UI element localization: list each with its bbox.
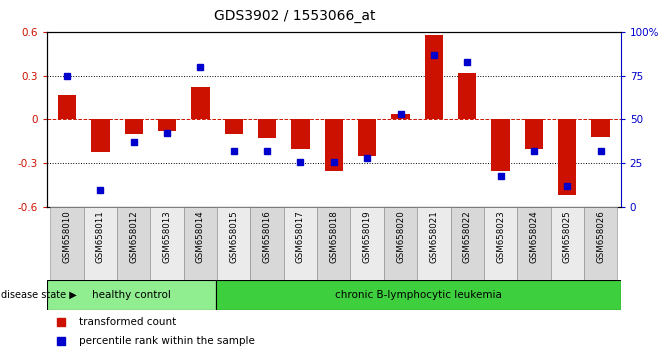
Text: GSM658013: GSM658013 — [162, 211, 172, 263]
Bar — [225, 120, 243, 134]
Text: GSM658023: GSM658023 — [496, 211, 505, 263]
Text: GSM658019: GSM658019 — [363, 211, 372, 263]
Bar — [525, 120, 543, 149]
Bar — [517, 207, 551, 280]
Text: GSM658024: GSM658024 — [529, 211, 538, 263]
Bar — [125, 120, 143, 134]
Bar — [384, 207, 417, 280]
Bar — [250, 207, 284, 280]
Bar — [215, 280, 621, 310]
Text: GSM658017: GSM658017 — [296, 211, 305, 263]
Bar — [484, 207, 517, 280]
Text: GSM658025: GSM658025 — [563, 211, 572, 263]
Bar — [491, 120, 510, 171]
Bar — [84, 207, 117, 280]
Text: GSM658014: GSM658014 — [196, 211, 205, 263]
Text: GSM658021: GSM658021 — [429, 211, 438, 263]
Bar — [217, 207, 250, 280]
Text: GSM658018: GSM658018 — [329, 211, 338, 263]
Text: GSM658010: GSM658010 — [62, 211, 72, 263]
Bar — [58, 95, 76, 120]
Bar — [592, 120, 610, 137]
Bar — [47, 280, 215, 310]
Text: chronic B-lymphocytic leukemia: chronic B-lymphocytic leukemia — [335, 290, 502, 300]
Text: disease state ▶: disease state ▶ — [1, 290, 77, 299]
Bar — [284, 207, 317, 280]
Text: percentile rank within the sample: percentile rank within the sample — [79, 336, 254, 346]
Bar — [358, 120, 376, 156]
Bar — [350, 207, 384, 280]
Text: GSM658020: GSM658020 — [396, 211, 405, 263]
Bar — [184, 207, 217, 280]
Bar — [191, 87, 209, 120]
Bar — [91, 120, 109, 152]
Bar — [551, 207, 584, 280]
Bar — [450, 207, 484, 280]
Bar — [158, 120, 176, 131]
Text: GSM658012: GSM658012 — [130, 211, 138, 263]
Bar — [291, 120, 309, 149]
Bar — [417, 207, 450, 280]
Text: GSM658015: GSM658015 — [229, 211, 238, 263]
Bar — [317, 207, 350, 280]
Text: healthy control: healthy control — [92, 290, 171, 300]
Bar — [425, 35, 443, 120]
Bar — [50, 207, 84, 280]
Bar — [458, 73, 476, 120]
Bar — [150, 207, 184, 280]
Text: GSM658022: GSM658022 — [463, 211, 472, 263]
Text: transformed count: transformed count — [79, 318, 176, 327]
Text: GSM658026: GSM658026 — [596, 211, 605, 263]
Bar — [391, 114, 410, 120]
Text: GSM658016: GSM658016 — [262, 211, 272, 263]
Text: GDS3902 / 1553066_at: GDS3902 / 1553066_at — [215, 9, 376, 23]
Bar — [558, 120, 576, 195]
Bar — [258, 120, 276, 138]
Bar — [325, 120, 343, 171]
Text: GSM658011: GSM658011 — [96, 211, 105, 263]
Bar — [117, 207, 150, 280]
Bar — [584, 207, 617, 280]
